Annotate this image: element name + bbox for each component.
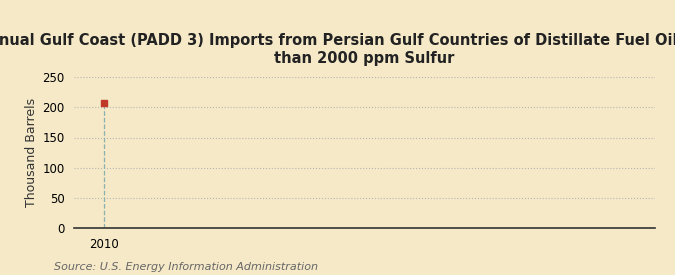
Point bbox=[99, 101, 109, 105]
Text: Source: U.S. Energy Information Administration: Source: U.S. Energy Information Administ… bbox=[54, 262, 318, 272]
Title: Annual Gulf Coast (PADD 3) Imports from Persian Gulf Countries of Distillate Fue: Annual Gulf Coast (PADD 3) Imports from … bbox=[0, 34, 675, 66]
Y-axis label: Thousand Barrels: Thousand Barrels bbox=[25, 98, 38, 207]
